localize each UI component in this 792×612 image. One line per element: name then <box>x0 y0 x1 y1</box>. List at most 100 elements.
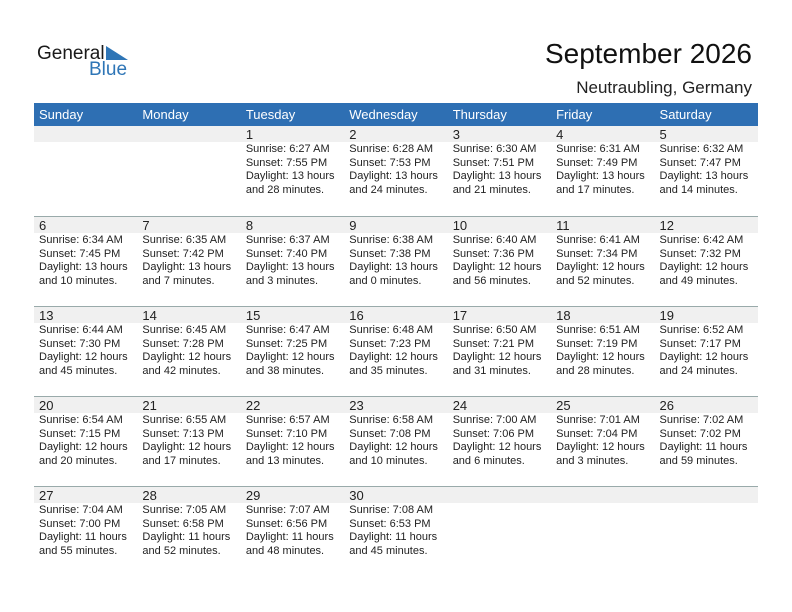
sunset-text: Sunset: 7:40 PM <box>245 247 328 260</box>
empty-cell <box>34 126 138 216</box>
day-number: 9 <box>344 217 448 233</box>
daylight-text: and 10 minutes. <box>39 274 118 287</box>
daylight-text: and 7 minutes. <box>142 274 215 287</box>
day-number <box>447 487 552 503</box>
day-info: Sunrise: 7:04 AM Sunset: 7:00 PM Daylight:… <box>34 503 137 558</box>
sunset-text: Sunset: 7:04 PM <box>556 427 638 440</box>
sunset-text: Sunset: 7:00 PM <box>39 517 121 530</box>
sunrise-text: Sunrise: 7:00 AM <box>452 414 537 426</box>
day-number: 21 <box>137 397 241 413</box>
day-number: 12 <box>654 217 758 233</box>
day-number: 15 <box>240 307 345 323</box>
sunset-text: Sunset: 7:21 PM <box>452 337 535 350</box>
day-info: Sunrise: 6:51 AM Sunset: 7:19 PM Daylight:… <box>551 323 654 378</box>
day-cell: 21 Sunrise: 6:55 AM Sunset: 7:13 PM Dayligh… <box>137 397 241 486</box>
sunrise-text: Sunrise: 7:07 AM <box>245 504 330 516</box>
daylight-text: Daylight: 13 hours <box>142 261 232 273</box>
day-info: Sunrise: 6:30 AM Sunset: 7:51 PM Daylight:… <box>448 142 551 197</box>
sunrise-text: Sunrise: 7:05 AM <box>142 504 227 516</box>
sunset-text: Sunset: 7:47 PM <box>659 156 741 169</box>
day-number: 8 <box>240 217 345 233</box>
sunset-text: Sunset: 7:19 PM <box>556 337 638 350</box>
day-cell: 25 Sunrise: 7:01 AM Sunset: 7:04 PM Dayligh… <box>551 397 655 486</box>
day-number: 13 <box>34 307 138 323</box>
daylight-text: Daylight: 12 hours <box>142 351 232 363</box>
day-number: 19 <box>654 307 758 323</box>
daylight-text: Daylight: 13 hours <box>39 261 128 273</box>
week-row: 6 Sunrise: 6:34 AM Sunset: 7:45 PM Daylight… <box>34 216 758 306</box>
day-cell: 7 Sunrise: 6:35 AM Sunset: 7:42 PM Daylight… <box>137 217 241 306</box>
daylight-text: Daylight: 11 hours <box>39 531 127 543</box>
day-cell: 28 Sunrise: 7:05 AM Sunset: 6:58 PM Dayligh… <box>137 487 241 576</box>
day-info: Sunrise: 6:37 AM Sunset: 7:40 PM Daylight:… <box>241 233 344 288</box>
sunrise-text: Sunrise: 6:35 AM <box>142 234 227 246</box>
sunset-text: Sunset: 7:45 PM <box>39 247 121 260</box>
empty-cell <box>137 126 241 216</box>
daylight-text: Daylight: 12 hours <box>556 351 645 363</box>
day-number: 5 <box>654 126 758 142</box>
daylight-text: and 31 minutes. <box>452 364 531 377</box>
day-info: Sunrise: 6:45 AM Sunset: 7:28 PM Daylight:… <box>137 323 240 378</box>
day-info: Sunrise: 6:27 AM Sunset: 7:55 PM Daylight:… <box>241 142 344 197</box>
weekday-sunday: Sunday <box>39 107 84 122</box>
daylight-text: and 21 minutes. <box>452 183 531 196</box>
sunrise-text: Sunrise: 6:28 AM <box>349 143 434 155</box>
day-number <box>654 487 758 503</box>
sunrise-text: Sunrise: 6:32 AM <box>659 143 744 155</box>
day-info: Sunrise: 7:00 AM Sunset: 7:06 PM Daylight:… <box>448 413 551 468</box>
day-info: Sunrise: 6:57 AM Sunset: 7:10 PM Daylight:… <box>241 413 344 468</box>
sunset-text: Sunset: 7:53 PM <box>349 156 431 169</box>
day-info: Sunrise: 6:54 AM Sunset: 7:15 PM Daylight:… <box>34 413 137 468</box>
day-cell: 8 Sunrise: 6:37 AM Sunset: 7:40 PM Daylight… <box>240 217 345 306</box>
daylight-text: Daylight: 12 hours <box>556 261 645 273</box>
sunrise-text: Sunrise: 6:30 AM <box>452 143 537 155</box>
daylight-text: Daylight: 12 hours <box>39 351 128 363</box>
day-number: 27 <box>34 487 138 503</box>
daylight-text: Daylight: 12 hours <box>452 441 542 453</box>
daylight-text: Daylight: 12 hours <box>452 351 542 363</box>
sunset-text: Sunset: 6:53 PM <box>349 517 431 530</box>
day-cell: 22 Sunrise: 6:57 AM Sunset: 7:10 PM Dayligh… <box>240 397 345 486</box>
week-row: 27 Sunrise: 7:04 AM Sunset: 7:00 PM Dayligh… <box>34 486 758 576</box>
day-cell: 23 Sunrise: 6:58 AM Sunset: 7:08 PM Dayligh… <box>344 397 448 486</box>
sunset-text: Sunset: 7:08 PM <box>349 427 431 440</box>
daylight-text: and 13 minutes. <box>245 454 325 467</box>
day-number: 18 <box>551 307 655 323</box>
daylight-text: and 14 minutes. <box>659 183 738 196</box>
day-info: Sunrise: 6:35 AM Sunset: 7:42 PM Daylight:… <box>137 233 240 288</box>
sunset-text: Sunset: 7:10 PM <box>245 427 328 440</box>
sunrise-text: Sunrise: 6:52 AM <box>659 324 744 336</box>
weekday-tuesday: Tuesday <box>245 107 296 122</box>
daylight-text: and 24 minutes. <box>659 364 738 377</box>
daylight-text: Daylight: 13 hours <box>349 261 438 273</box>
day-info: Sunrise: 6:55 AM Sunset: 7:13 PM Daylight:… <box>137 413 240 468</box>
sunset-text: Sunset: 6:58 PM <box>142 517 224 530</box>
logo-general: General <box>37 43 105 64</box>
daylight-text: Daylight: 12 hours <box>349 351 438 363</box>
daylight-text: and 28 minutes. <box>556 364 635 377</box>
sunrise-text: Sunrise: 6:34 AM <box>39 234 123 246</box>
day-cell: 10 Sunrise: 6:40 AM Sunset: 7:36 PM Dayligh… <box>447 217 552 306</box>
daylight-text: Daylight: 13 hours <box>452 170 542 182</box>
daylight-text: Daylight: 11 hours <box>142 531 231 543</box>
day-info: Sunrise: 6:42 AM Sunset: 7:32 PM Daylight:… <box>655 233 758 288</box>
daylight-text: Daylight: 12 hours <box>142 441 232 453</box>
day-number: 25 <box>551 397 655 413</box>
sunrise-text: Sunrise: 6:44 AM <box>39 324 123 336</box>
daylight-text: and 3 minutes. <box>556 454 629 467</box>
day-info: Sunrise: 6:40 AM Sunset: 7:36 PM Daylight:… <box>448 233 551 288</box>
sunrise-text: Sunrise: 6:54 AM <box>39 414 123 426</box>
weekday-friday: Friday <box>556 107 593 122</box>
day-number: 17 <box>447 307 552 323</box>
day-info: Sunrise: 7:01 AM Sunset: 7:04 PM Daylight:… <box>551 413 654 468</box>
daylight-text: Daylight: 11 hours <box>245 531 334 543</box>
day-number <box>34 126 138 142</box>
sunrise-text: Sunrise: 6:38 AM <box>349 234 434 246</box>
sunrise-text: Sunrise: 6:31 AM <box>556 143 640 155</box>
sunset-text: Sunset: 7:17 PM <box>659 337 741 350</box>
day-cell: 27 Sunrise: 7:04 AM Sunset: 7:00 PM Dayligh… <box>34 487 138 576</box>
sunrise-text: Sunrise: 6:40 AM <box>452 234 537 246</box>
sunrise-text: Sunrise: 7:04 AM <box>39 504 123 516</box>
day-number: 6 <box>34 217 138 233</box>
sunset-text: Sunset: 7:32 PM <box>659 247 741 260</box>
